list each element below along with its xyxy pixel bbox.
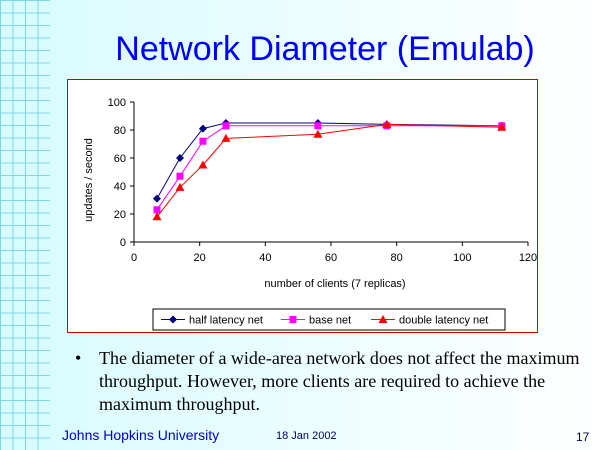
footer-date: 18 Jan 2002 [276, 430, 337, 442]
x-tick-label: 100 [453, 252, 471, 264]
series-half-latency-net [152, 119, 506, 203]
footer-institution: Johns Hopkins University [62, 427, 220, 443]
legend-item: double latency net [371, 315, 488, 327]
legend-item: base net [281, 315, 351, 327]
legend-label: double latency net [399, 315, 488, 327]
x-tick-label: 60 [325, 252, 337, 264]
legend-item: half latency net [161, 315, 263, 327]
y-tick-label: 80 [114, 125, 126, 137]
page-number: 17 [576, 430, 590, 444]
chart-panel: 0 20 40 60 80 100 0 20 40 60 80 100 120 number of cli… [67, 79, 538, 333]
data-point-square [153, 206, 161, 214]
bullet-item: • The diameter of a wide-area network do… [75, 347, 580, 416]
slide-title: Network Diameter (Emulab) [115, 30, 535, 68]
data-point-square [222, 122, 230, 130]
chart-legend: half latency net base net double latency n… [152, 308, 506, 331]
data-point-triangle [497, 122, 507, 131]
y-axis-label: updates / second [83, 138, 95, 222]
y-tick-label: 100 [108, 97, 126, 109]
data-point-triangle [313, 129, 323, 138]
legend-label: base net [309, 315, 351, 327]
data-point-diamond [198, 124, 207, 133]
data-point-diamond [152, 194, 161, 203]
bullet-text: The diameter of a wide-area network does… [99, 348, 580, 414]
y-tick-label: 0 [120, 237, 126, 249]
x-tick-label: 120 [519, 252, 537, 264]
line-chart: 0 20 40 60 80 100 0 20 40 60 80 100 120 number of cli… [83, 97, 537, 331]
data-point-square [289, 316, 297, 323]
data-point-triangle [382, 119, 392, 128]
data-point-triangle [175, 182, 185, 191]
series-double-latency-net [152, 119, 507, 221]
x-tick-label: 80 [391, 252, 403, 264]
x-tick-label: 0 [131, 252, 137, 264]
series-line [156, 123, 502, 218]
y-tick-label: 20 [114, 209, 126, 221]
decorative-grid-bar [0, 0, 50, 450]
legend-label: half latency net [189, 315, 263, 327]
data-point-square [176, 172, 184, 180]
x-axis-label: number of clients (7 replicas) [264, 278, 405, 290]
y-tick-label: 60 [114, 153, 126, 165]
x-tick-label: 40 [259, 252, 271, 264]
y-tick-label: 40 [114, 181, 126, 193]
data-point-triangle [198, 160, 208, 169]
x-tick-label: 20 [194, 252, 206, 264]
series-line [156, 125, 502, 211]
series-line [156, 122, 502, 199]
data-point-diamond [175, 154, 184, 162]
data-point-triangle [221, 133, 231, 142]
data-point-triangle [152, 212, 162, 221]
data-point-square [314, 122, 322, 130]
legend-box [152, 308, 506, 331]
data-point-triangle [378, 315, 388, 323]
bullet-dot: • [75, 348, 82, 368]
data-point-diamond [169, 315, 177, 324]
data-point-square [199, 137, 207, 145]
